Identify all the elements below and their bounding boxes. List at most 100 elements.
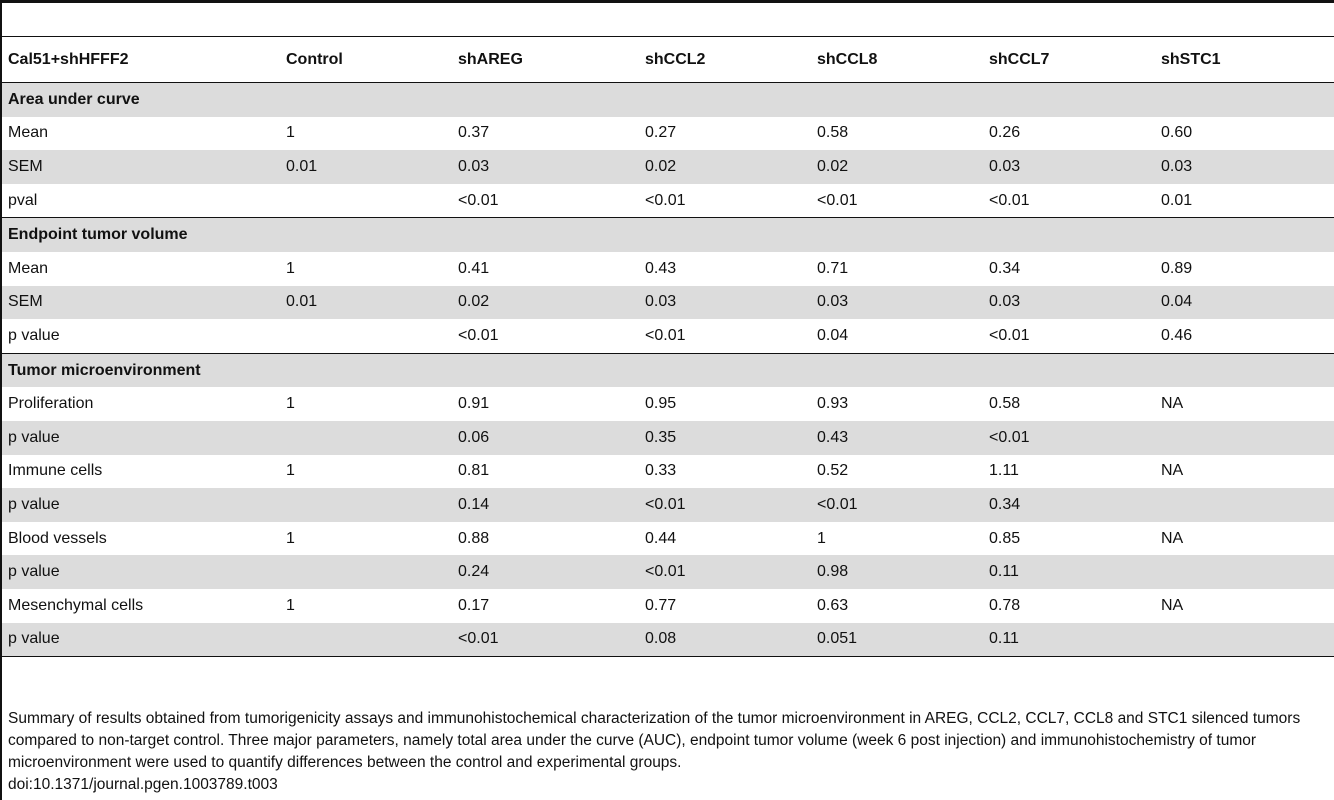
table-cell: 0.43 — [811, 420, 983, 455]
section-header-row: Area under curve — [2, 82, 1334, 117]
table-cell: 0.01 — [280, 150, 452, 184]
table-cell: 0.24 — [452, 555, 639, 589]
top-rule — [0, 0, 1334, 3]
table-cell: <0.01 — [639, 488, 811, 522]
caption-doi: doi:10.1371/journal.pgen.1003789.t003 — [8, 776, 278, 793]
table-cell: 1 — [286, 395, 295, 413]
table-cell — [1155, 420, 1334, 455]
table-cell — [280, 555, 452, 589]
table-cell: 1 — [817, 529, 826, 547]
table-cell: 0.71 — [817, 259, 849, 277]
table-cell: 0.06 — [452, 420, 639, 455]
table-cell: NA — [1161, 395, 1184, 413]
row-label: pval — [8, 191, 38, 209]
section-title: Endpoint tumor volume — [2, 217, 1334, 252]
section-title: Tumor microenvironment — [2, 352, 1334, 388]
row-label: Blood vessels — [8, 529, 107, 547]
table-cell: 1.11 — [989, 462, 1019, 480]
table-cell: 0.52 — [817, 462, 849, 480]
table-cell: 0.77 — [645, 596, 677, 614]
table-cell: 0.60 — [1161, 124, 1193, 142]
caption-text: Summary of results obtained from tumorig… — [8, 710, 1301, 771]
table-cell: 0.34 — [989, 259, 1021, 277]
row-label: SEM — [2, 150, 280, 184]
table-cell: 0.03 — [811, 285, 983, 320]
table-cell: <0.01 — [817, 191, 858, 209]
table-cell: <0.01 — [645, 326, 686, 344]
table-cell: 0.33 — [645, 462, 677, 480]
table-cell: <0.01 — [983, 420, 1155, 455]
table-cell: <0.01 — [645, 191, 686, 209]
row-label: Mean — [8, 124, 49, 142]
row-label: Immune cells — [8, 462, 103, 480]
table-cell: 0.37 — [458, 124, 490, 142]
table-cell — [1155, 488, 1334, 522]
header-cell: shSTC1 — [1155, 36, 1334, 83]
header-cell: Control — [280, 36, 452, 83]
table-cell: 0.03 — [1155, 150, 1334, 184]
row-label: Mesenchymal cells — [8, 596, 144, 614]
table-cell: <0.01 — [458, 326, 499, 344]
table-cell — [1155, 622, 1334, 658]
table-cell: 0.63 — [817, 596, 849, 614]
table-cell: 0.02 — [452, 285, 639, 320]
table-cell: NA — [1161, 596, 1184, 614]
table-cell: 0.01 — [280, 285, 452, 320]
section-header-row: Endpoint tumor volume — [2, 217, 1334, 252]
table-cell: 0.89 — [1161, 259, 1193, 277]
table-cell: 0.58 — [989, 395, 1021, 413]
table-cell — [280, 420, 452, 455]
row-label: Proliferation — [8, 395, 94, 413]
table-cell: <0.01 — [458, 191, 499, 209]
row-label: p value — [2, 488, 280, 522]
table-cell: <0.01 — [811, 488, 983, 522]
table-cell: 0.91 — [458, 395, 490, 413]
table-cell: 1 — [286, 596, 295, 614]
table-cell: 0.78 — [989, 596, 1021, 614]
table-cell — [280, 622, 452, 658]
table-cell: 0.14 — [452, 488, 639, 522]
table-cell: NA — [1161, 462, 1184, 480]
table-cell — [1155, 555, 1334, 589]
table-cell: 0.01 — [1161, 191, 1193, 209]
table-caption: Summary of results obtained from tumorig… — [8, 708, 1330, 796]
row-label: p value — [8, 326, 60, 344]
header-cell: shCCL7 — [983, 36, 1155, 83]
table-cell: <0.01 — [639, 555, 811, 589]
header-cell: Cal51+shHFFF2 — [2, 36, 280, 83]
table-row: Mean 1 0.41 0.43 0.71 0.34 0.89 — [2, 252, 1334, 286]
results-table: Cal51+shHFFF2 Control shAREG shCCL2 shCC… — [2, 36, 1334, 658]
table-row: Mesenchymal cells 1 0.17 0.77 0.63 0.78 NA — [2, 589, 1334, 623]
table-cell: 0.04 — [1155, 285, 1334, 320]
table-row: SEM 0.01 0.02 0.03 0.03 0.03 0.04 — [2, 285, 1334, 320]
table-cell: 0.85 — [989, 529, 1021, 547]
table-cell: <0.01 — [989, 191, 1030, 209]
table-cell: 0.02 — [639, 150, 811, 184]
table-cell: 0.58 — [817, 124, 849, 142]
header-cell: shAREG — [452, 36, 639, 83]
table-cell: 0.27 — [645, 124, 677, 142]
table-cell: 0.11 — [983, 555, 1155, 589]
table-row: p value 0.24 <0.01 0.98 0.11 — [2, 555, 1334, 589]
table-cell: 0.93 — [817, 395, 849, 413]
table-cell: 0.81 — [458, 462, 490, 480]
table-cell: 0.08 — [639, 622, 811, 658]
table-row: SEM 0.01 0.03 0.02 0.02 0.03 0.03 — [2, 150, 1334, 184]
table-cell: 0.04 — [817, 326, 849, 344]
table-row: pval <0.01 <0.01 <0.01 <0.01 0.01 — [2, 184, 1334, 218]
table-cell: 0.44 — [645, 529, 677, 547]
table-row: Blood vessels 1 0.88 0.44 1 0.85 NA — [2, 522, 1334, 556]
table-cell: 0.95 — [645, 395, 677, 413]
table-cell: 1 — [286, 529, 295, 547]
table-cell — [280, 488, 452, 522]
table-row: Proliferation 1 0.91 0.95 0.93 0.58 NA — [2, 387, 1334, 421]
table-cell: 0.051 — [811, 622, 983, 658]
table-cell: 0.03 — [983, 150, 1155, 184]
table-row: p value <0.01 <0.01 0.04 <0.01 0.46 — [2, 319, 1334, 353]
section-title: Area under curve — [2, 82, 1334, 117]
row-label: p value — [2, 555, 280, 589]
row-label: p value — [2, 420, 280, 455]
table-cell: 0.43 — [645, 259, 677, 277]
table-cell: 0.26 — [989, 124, 1021, 142]
